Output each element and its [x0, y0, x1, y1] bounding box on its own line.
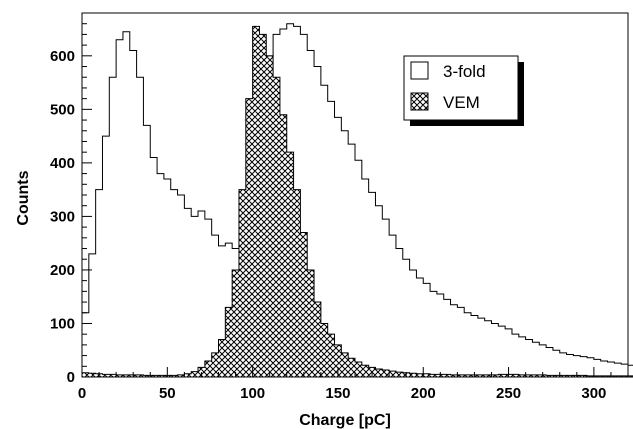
series-layer [81, 23, 633, 378]
legend-label-vem: VEM [443, 93, 480, 112]
plot-frame [81, 12, 629, 378]
x-tick-label: 50 [159, 385, 176, 402]
legend-swatch-3-fold [410, 61, 429, 80]
x-tick-label: 0 [78, 385, 86, 402]
series-3-fold [81, 23, 633, 377]
axis-layer: 0 50 100 150 200 250 300 0 100 200 300 400 500 600 [50, 12, 629, 402]
x-tick-label: 100 [240, 385, 265, 402]
x-axis-label: Charge [pC] [299, 412, 391, 429]
legend-swatch-vem [410, 92, 429, 111]
y-tick-label: 500 [50, 101, 75, 118]
x-tick-label: 150 [325, 385, 350, 402]
y-tick-label: 100 [50, 315, 75, 332]
y-tick-label: 400 [50, 155, 75, 172]
x-tick-label: 200 [411, 385, 436, 402]
y-tick-label: 600 [50, 48, 75, 65]
legend-label-3-fold: 3-fold [443, 62, 486, 81]
y-axis-label: Counts [15, 170, 32, 225]
y-tick-label: 0 [67, 369, 75, 386]
x-tick-label: 250 [496, 385, 521, 402]
y-tick-label: 300 [50, 208, 75, 225]
y-tick-label: 200 [50, 262, 75, 279]
series-vem [81, 25, 633, 378]
x-tick-label: 300 [581, 385, 606, 402]
legend: 3-fold VEM [403, 55, 524, 126]
